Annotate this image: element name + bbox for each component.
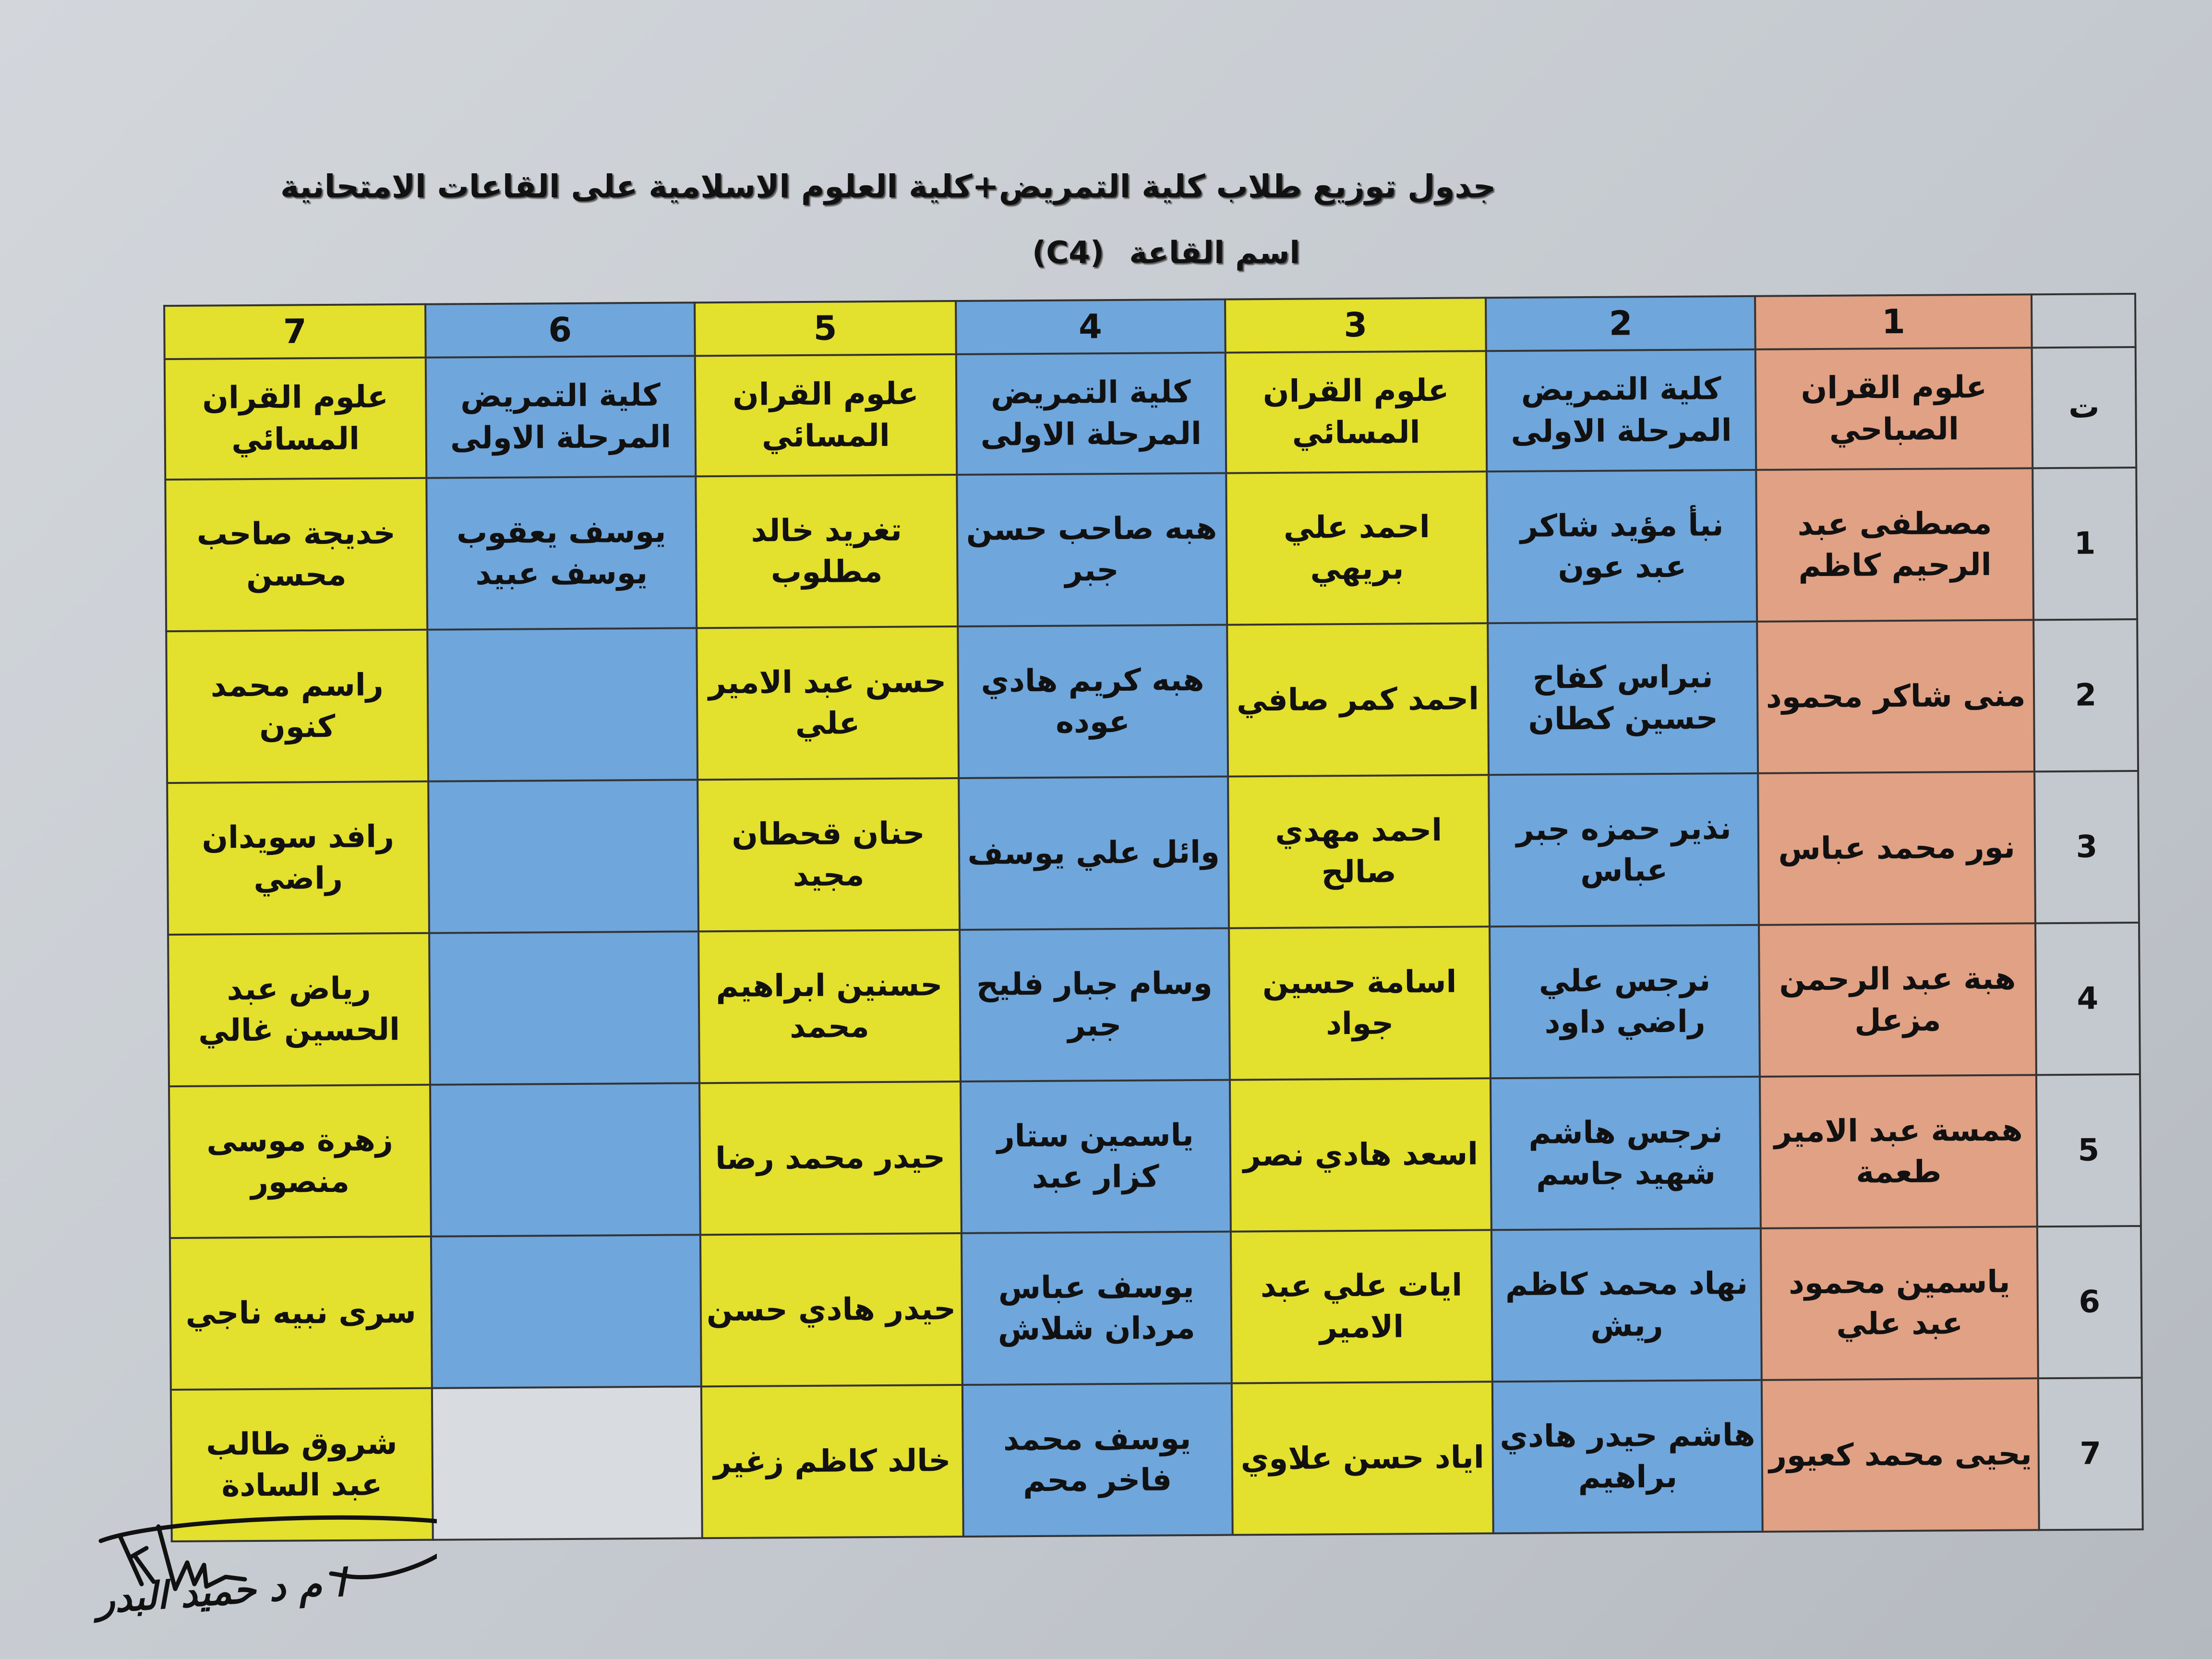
- student-name-cell: خالد كاظم زغير: [701, 1384, 963, 1539]
- table-row: 1 مصطفى عبد الرحيم كاظم نبأ مؤيد شاكر عبد …: [165, 468, 2138, 632]
- empty-cell: [432, 1386, 702, 1540]
- row-index: 3: [2034, 770, 2140, 924]
- student-name-cell: رافد سويدان راضي: [167, 781, 429, 935]
- student-name-cell: احمد علي بريهي: [1226, 471, 1488, 625]
- student-name-cell: حيدر هادي حسن: [700, 1233, 962, 1387]
- column-number: 2: [1486, 296, 1756, 351]
- room-code: (C4): [1032, 235, 1104, 271]
- signature: [98, 1515, 437, 1591]
- student-name-cell: حنان قحطان مجيد: [697, 778, 960, 932]
- column-header: علوم القران المسائي: [695, 354, 957, 477]
- index-number-header: [2031, 294, 2136, 348]
- student-name-cell: زهرة موسى منصور: [169, 1084, 431, 1238]
- student-name-cell: سرى نبيه ناجي: [169, 1236, 432, 1390]
- student-name-cell: هبة عبد الرحمن مزعل: [1759, 923, 2036, 1077]
- student-name-cell: يوسف عباس مردان شلاش: [961, 1231, 1232, 1385]
- table-row: 6 ياسمين محمود عبد علي نهاد محمد كاظم ريش ا…: [169, 1226, 2142, 1390]
- student-name-cell: نبراس كفاح حسين كطان: [1488, 621, 1758, 775]
- student-name-cell: اسامة حسين جواد: [1228, 926, 1491, 1080]
- column-number: 6: [425, 302, 695, 358]
- table-row: 7 يحيى محمد كعيور هاشم حيدر هادي براهيم ايا…: [170, 1377, 2143, 1542]
- column-header: علوم القران الصباحي: [1755, 348, 2033, 470]
- row-index: 2: [2033, 619, 2139, 772]
- column-number: 7: [164, 304, 426, 360]
- document-title: جدول توزيع طلاب كلية التمريض+كلية العلوم…: [280, 168, 1496, 205]
- student-name-cell: احمد مهدي صالح: [1227, 775, 1490, 928]
- student-name-cell: نور محمد عباس: [1758, 771, 2035, 925]
- table-row: 2 منى شاكر محمود نبراس كفاح حسين كطان احمد …: [166, 619, 2139, 783]
- student-name-cell: نذير حمزه جبر عباس: [1489, 773, 1759, 927]
- column-header: كلية التمريض المرحلة الاولى: [1486, 349, 1756, 472]
- student-name-cell: تغريد خالد مطلوب: [696, 475, 958, 628]
- row-index: 7: [2038, 1377, 2143, 1530]
- table-row: 3 نور محمد عباس نذير حمزه جبر عباس احمد مهد…: [167, 770, 2140, 935]
- empty-cell: [431, 1235, 701, 1388]
- column-header: علوم القران المسائي: [164, 357, 427, 480]
- student-name-cell: رياض عبد الحسين غالي: [168, 933, 430, 1087]
- student-name-cell: نبأ مؤيد شاكر عبد عون: [1487, 469, 1757, 624]
- student-name-cell: يوسف يعقوب يوسف عبيد: [426, 476, 697, 630]
- student-name-cell: ياسمين محمود عبد علي: [1761, 1226, 2038, 1380]
- student-name-cell: يحيى محمد كعيور: [1762, 1378, 2039, 1532]
- student-name-cell: ايات علي عبد الامير: [1230, 1230, 1493, 1383]
- student-name-cell: مصطفى عبد الرحيم كاظم: [1756, 468, 2034, 622]
- empty-cell: [428, 780, 698, 933]
- student-name-cell: راسم محمد كنون: [166, 629, 428, 783]
- student-name-cell: احمد كمر صافي: [1226, 623, 1489, 777]
- student-name-cell: وسام جبار فليح جبر: [959, 928, 1230, 1082]
- student-name-cell: حسنين ابراهيم محمد: [698, 929, 961, 1083]
- column-number: 4: [955, 299, 1226, 355]
- student-name-cell: نرجس هاشم شهيد جاسم: [1491, 1076, 1761, 1230]
- room-label: اسم القاعة: [1129, 235, 1300, 271]
- student-name-cell: ياسمين ستار كزار عبد: [960, 1080, 1231, 1233]
- empty-cell: [429, 931, 699, 1085]
- student-name-cell: هبه صاحب حسن جبر: [956, 473, 1227, 627]
- row-index: 5: [2036, 1074, 2141, 1227]
- student-name-cell: هاشم حيدر هادي براهيم: [1492, 1380, 1763, 1534]
- room-name: اسم القاعة (C4): [1032, 235, 1300, 271]
- student-name-cell: نهاد محمد كاظم ريش: [1491, 1228, 1762, 1382]
- column-number: 1: [1755, 294, 2032, 349]
- column-header: علوم القران المسائي: [1225, 351, 1487, 473]
- student-name-cell: همسة عبد الامير طعمة: [1760, 1075, 2037, 1228]
- empty-cell: [430, 1083, 700, 1237]
- student-name-cell: وائل علي يوسف: [958, 776, 1229, 930]
- column-header: كلية التمريض المرحلة الاولى: [956, 352, 1226, 475]
- student-name-cell: نرجس علي راضي داود: [1490, 925, 1760, 1079]
- student-name-cell: هبه كريم هادي عوده: [957, 625, 1228, 779]
- table-row: 5 همسة عبد الامير طعمة نرجس هاشم شهيد جاسم…: [169, 1074, 2141, 1238]
- student-name-cell: حسن عبد الامير علي: [697, 626, 959, 780]
- column-number: 5: [694, 301, 956, 356]
- student-name-cell: حيدر محمد رضا: [699, 1081, 962, 1235]
- row-index: 1: [2032, 468, 2138, 620]
- empty-cell: [427, 628, 697, 781]
- row-index: 6: [2037, 1226, 2142, 1379]
- student-name-cell: منى شاكر محمود: [1757, 620, 2034, 773]
- student-name-cell: خديجة صاحب محسن: [165, 478, 427, 632]
- row-index: 4: [2035, 922, 2140, 1075]
- table-row: 4 هبة عبد الرحمن مزعل نرجس علي راضي داود اس…: [168, 922, 2140, 1087]
- student-name-cell: اياد حسن علاوي: [1231, 1382, 1494, 1535]
- index-header: ت: [2032, 347, 2137, 469]
- student-name-cell: اسعد هادي نصر: [1229, 1078, 1492, 1232]
- column-header: كلية التمريض المرحلة الاولى: [425, 356, 696, 478]
- column-header-row: ت علوم القران الصباحي كلية التمريض المرحلة…: [164, 347, 2137, 480]
- table-body: 1 مصطفى عبد الرحيم كاظم نبأ مؤيد شاكر عبد …: [165, 468, 2143, 1542]
- column-number: 3: [1225, 298, 1486, 353]
- student-name-cell: يوسف محمد فاخر محم: [962, 1383, 1233, 1537]
